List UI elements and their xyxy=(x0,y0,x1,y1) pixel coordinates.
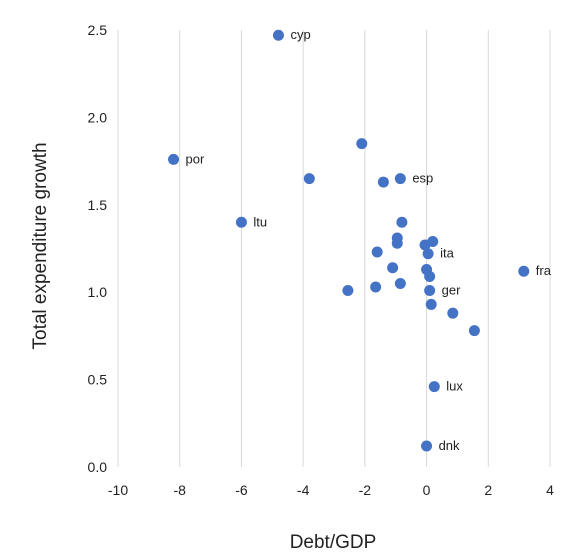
data-point xyxy=(356,138,368,150)
x-tick-label: -10 xyxy=(108,482,128,498)
x-tick-labels: -10 -8 -6 -4 -2 0 2 4 xyxy=(108,482,554,498)
data-point-ger xyxy=(424,284,436,296)
y-tick-label: 2.0 xyxy=(88,109,108,125)
y-axis-title: Total expenditure growth xyxy=(30,142,51,349)
data-point xyxy=(370,281,382,293)
y-tick-labels: 0.0 0.5 1.0 1.5 2.0 2.5 xyxy=(88,22,108,475)
data-point-lux xyxy=(428,381,440,393)
point-label-ita: ita xyxy=(440,246,455,261)
y-tick-label: 0.0 xyxy=(88,459,108,475)
x-axis-title: Debt/GDP xyxy=(290,532,377,553)
data-point-ltu xyxy=(235,216,247,228)
x-tick-label: -4 xyxy=(297,482,310,498)
data-points xyxy=(168,29,530,452)
data-point-por xyxy=(168,153,180,165)
point-label-lux: lux xyxy=(446,379,463,394)
data-point xyxy=(391,237,403,249)
point-label-esp: esp xyxy=(412,171,433,186)
data-point xyxy=(342,284,354,296)
data-point-fra xyxy=(518,265,530,277)
data-point xyxy=(377,176,389,188)
data-point xyxy=(447,307,459,319)
x-tick-label: -8 xyxy=(173,482,186,498)
y-tick-label: 2.5 xyxy=(88,22,108,38)
point-label-fra: fra xyxy=(536,263,552,278)
point-label-ltu: ltu xyxy=(253,214,267,229)
point-label-dnk: dnk xyxy=(439,438,460,453)
point-labels: cyp por esp ltu ita fra ger lux dnk xyxy=(186,27,552,453)
data-point-ita xyxy=(422,248,434,260)
x-tick-label: -2 xyxy=(359,482,372,498)
data-point xyxy=(468,325,480,337)
y-tick-label: 0.5 xyxy=(88,372,108,388)
data-point xyxy=(371,246,383,258)
data-point-esp xyxy=(394,173,406,185)
data-point-dnk xyxy=(421,440,433,452)
y-tick-label: 1.5 xyxy=(88,197,108,213)
data-point-cyp xyxy=(272,29,284,41)
data-point xyxy=(424,270,436,282)
data-point xyxy=(396,216,408,228)
grid-lines xyxy=(117,30,551,467)
point-label-por: por xyxy=(186,151,205,166)
data-point xyxy=(303,173,315,185)
data-point xyxy=(425,298,437,310)
point-label-cyp: cyp xyxy=(290,27,310,42)
x-tick-label: 2 xyxy=(484,482,492,498)
point-label-ger: ger xyxy=(442,282,461,297)
data-point xyxy=(394,277,406,289)
y-tick-label: 1.0 xyxy=(88,284,108,300)
x-tick-label: 4 xyxy=(546,482,554,498)
x-tick-label: 0 xyxy=(423,482,431,498)
data-point xyxy=(387,262,399,274)
data-point xyxy=(419,239,431,251)
x-tick-label: -6 xyxy=(235,482,248,498)
